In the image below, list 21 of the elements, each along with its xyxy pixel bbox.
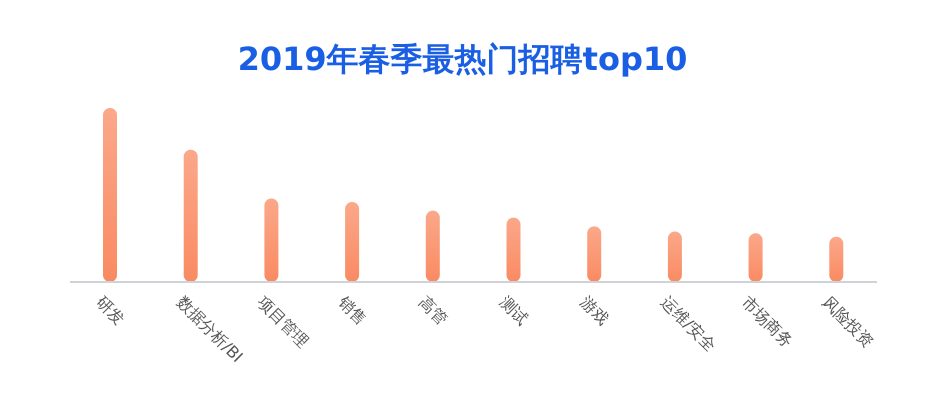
x-tick-label: 运维/安全 (657, 292, 720, 355)
x-tick-label: 销售 (334, 292, 371, 329)
bar (264, 198, 278, 282)
bar (184, 150, 198, 282)
x-tick-label: 游戏 (576, 292, 613, 329)
bar (829, 236, 844, 282)
x-tick-label: 项目管理 (254, 292, 313, 352)
x-tick-label: 风险投资 (818, 292, 878, 352)
bar (345, 202, 360, 282)
bar (748, 233, 763, 282)
chart-title: 2019年春季最热门招聘top10 (236, 39, 688, 80)
x-tick-label: 数据分析/BI (173, 292, 247, 366)
x-tick-label: 高管 (415, 292, 452, 329)
bar (103, 108, 117, 282)
bar (587, 226, 602, 282)
x-tick-label: 市场商务 (738, 292, 797, 352)
bar (506, 218, 520, 282)
x-tick-label: 研发 (92, 292, 128, 329)
x-tick-label: 测试 (496, 292, 532, 329)
bar (426, 210, 440, 282)
bar (668, 232, 682, 282)
